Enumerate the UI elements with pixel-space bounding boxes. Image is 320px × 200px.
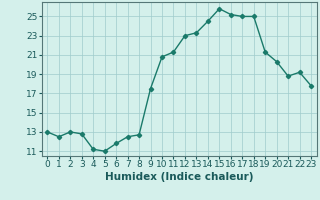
X-axis label: Humidex (Indice chaleur): Humidex (Indice chaleur): [105, 172, 253, 182]
